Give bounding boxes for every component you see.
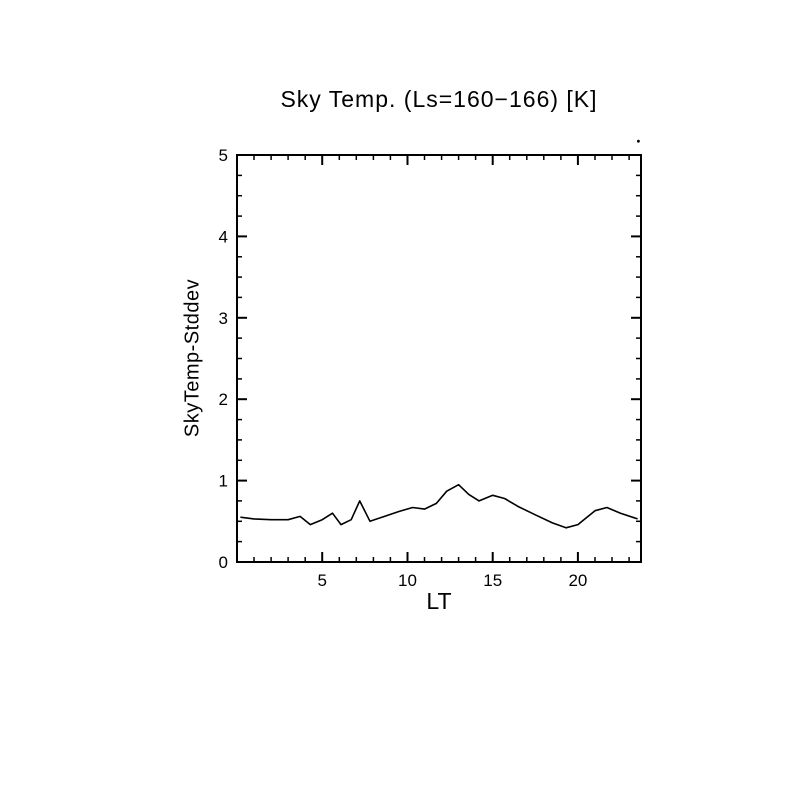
x-tick-label: 20: [568, 571, 587, 590]
x-axis-label: LT: [426, 588, 452, 614]
y-tick-label: 2: [219, 390, 228, 409]
y-tick-label: 1: [219, 472, 228, 491]
y-axis-label: SkyTemp-Stddev: [181, 278, 204, 438]
y-tick-label: 0: [219, 553, 228, 572]
x-tick-label: 5: [317, 571, 326, 590]
y-tick-label: 3: [219, 309, 228, 328]
chart-title: Sky Temp. (Ls=160−166) [K]: [280, 86, 598, 112]
x-tick-label: 15: [483, 571, 502, 590]
y-tick-label: 4: [219, 227, 228, 246]
stray-dot: [637, 139, 640, 143]
y-tick-label: 5: [219, 146, 228, 165]
data-line: [240, 483, 638, 529]
x-tick-label: 10: [398, 571, 417, 590]
